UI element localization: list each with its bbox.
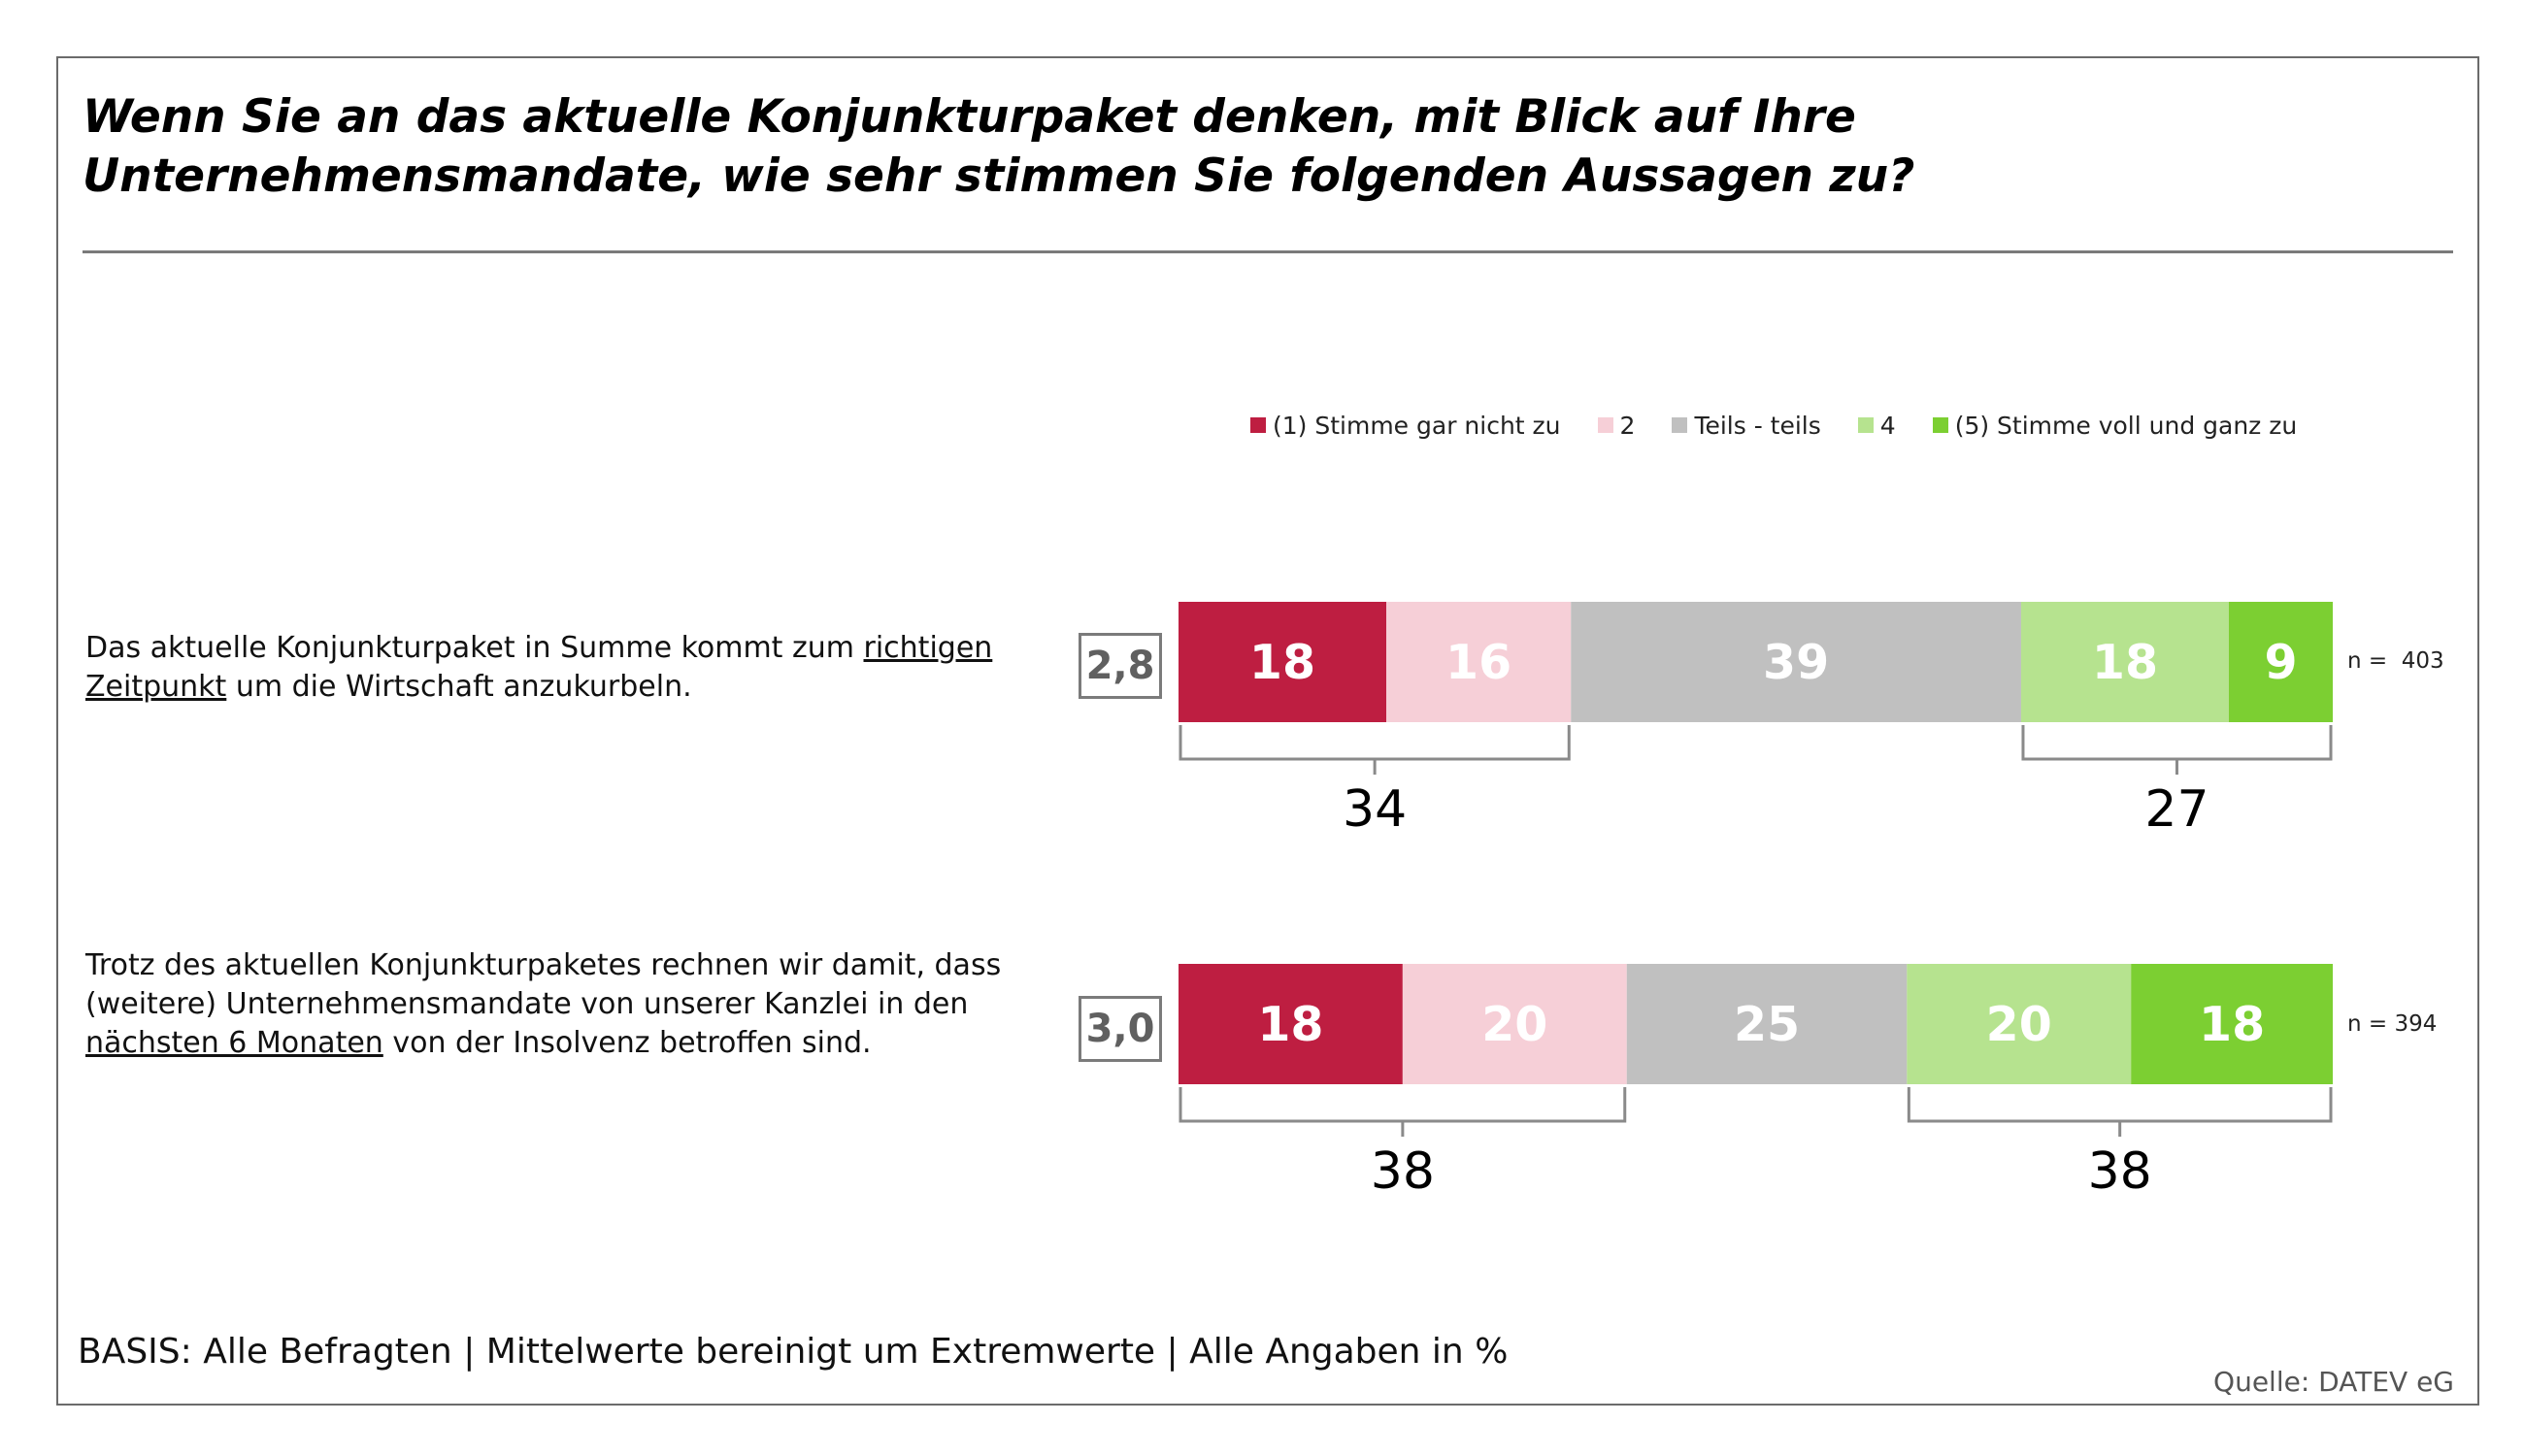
legend-label: 2 xyxy=(1619,411,1636,440)
data-label-q1-s1: 18 xyxy=(1249,635,1315,690)
sum-label-q2-disagree: 38 xyxy=(1371,1142,1435,1201)
data-label-q1-s2: 16 xyxy=(1445,635,1511,690)
legend-label: (5) Stimme voll und ganz zu xyxy=(1954,411,2298,440)
mean-value-2: 3,0 xyxy=(1079,996,1162,1062)
bar-segment-q2-s1 xyxy=(1179,964,1403,1084)
legend-label: 4 xyxy=(1879,411,1896,440)
legend-swatch xyxy=(1672,417,1688,433)
legend-label: (1) Stimme gar nicht zu xyxy=(1273,411,1561,440)
sum-label-q2-agree: 38 xyxy=(2088,1142,2152,1201)
bar-segment-q1-s5 xyxy=(2228,602,2333,722)
legend-item-5: (5) Stimme voll und ganz zu xyxy=(1932,411,2298,440)
data-label-q2-s2: 20 xyxy=(1481,997,1547,1052)
data-label-q2-s3: 25 xyxy=(1734,997,1800,1052)
legend-item-1: (1) Stimme gar nicht zu xyxy=(1250,412,1561,440)
bar-segment-q2-s2 xyxy=(1402,964,1627,1084)
legend-item-2: 2 xyxy=(1597,411,1636,440)
bar-segment-q1-s1 xyxy=(1179,602,1387,722)
bar-segment-q2-s5 xyxy=(2131,964,2333,1084)
data-label-q1-s3: 39 xyxy=(1763,635,1829,690)
legend: (1) Stimme gar nicht zu 2 Teils - teils 4 (5… xyxy=(1250,406,2334,445)
legend-swatch xyxy=(1857,417,1874,433)
bar-segment-q1-s2 xyxy=(1386,602,1572,722)
question-1-text: Das aktuelle Konjunkturpaket in Summe ko… xyxy=(85,631,993,704)
sum-bracket-q1-agree xyxy=(2021,725,2333,775)
mean-value-1: 2,8 xyxy=(1079,633,1162,699)
sum-bracket-q1-disagree xyxy=(1179,725,1571,775)
chart-title: Wenn Sie an das aktuelle Konjunkturpaket… xyxy=(83,90,1915,203)
data-label-q2-s4: 20 xyxy=(1986,997,2052,1052)
legend-item-4: 4 xyxy=(1857,411,1896,440)
sum-label-q1-disagree: 34 xyxy=(1343,780,1407,839)
source-note: Quelle: DATEV eG xyxy=(2213,1366,2454,1398)
data-label-q1-s5: 9 xyxy=(2264,635,2297,690)
sum-bracket-q2-disagree xyxy=(1179,1087,1627,1137)
legend-swatch xyxy=(1932,417,1948,433)
bar-segment-q1-s3 xyxy=(1571,602,2021,722)
question-2-text: Trotz des aktuellen Konjunkturpaketes re… xyxy=(85,948,1002,1060)
footer-basis: BASIS: Alle Befragten | Mittelwerte bere… xyxy=(78,1332,1509,1372)
bar-segment-q1-s4 xyxy=(2020,602,2229,722)
title-divider xyxy=(83,250,2453,253)
data-label-q2-s1: 18 xyxy=(1257,997,1323,1052)
legend-label: Teils - teils xyxy=(1694,411,1821,440)
chart-frame xyxy=(56,56,2479,1406)
data-label-q1-s4: 18 xyxy=(2092,635,2158,690)
legend-swatch xyxy=(1250,417,1266,433)
sum-bracket-q2-agree xyxy=(1907,1087,2333,1137)
legend-swatch xyxy=(1597,417,1613,433)
bar-segment-q2-s4 xyxy=(1907,964,2132,1084)
data-label-q2-s5: 18 xyxy=(2199,997,2265,1052)
sum-label-q1-agree: 27 xyxy=(2144,780,2208,839)
legend-item-3: Teils - teils xyxy=(1672,411,1821,440)
bar-segment-q2-s3 xyxy=(1626,964,1908,1084)
sample-size-1: n = 403 xyxy=(2347,648,2444,674)
sample-size-2: n = 394 xyxy=(2347,1011,2438,1037)
